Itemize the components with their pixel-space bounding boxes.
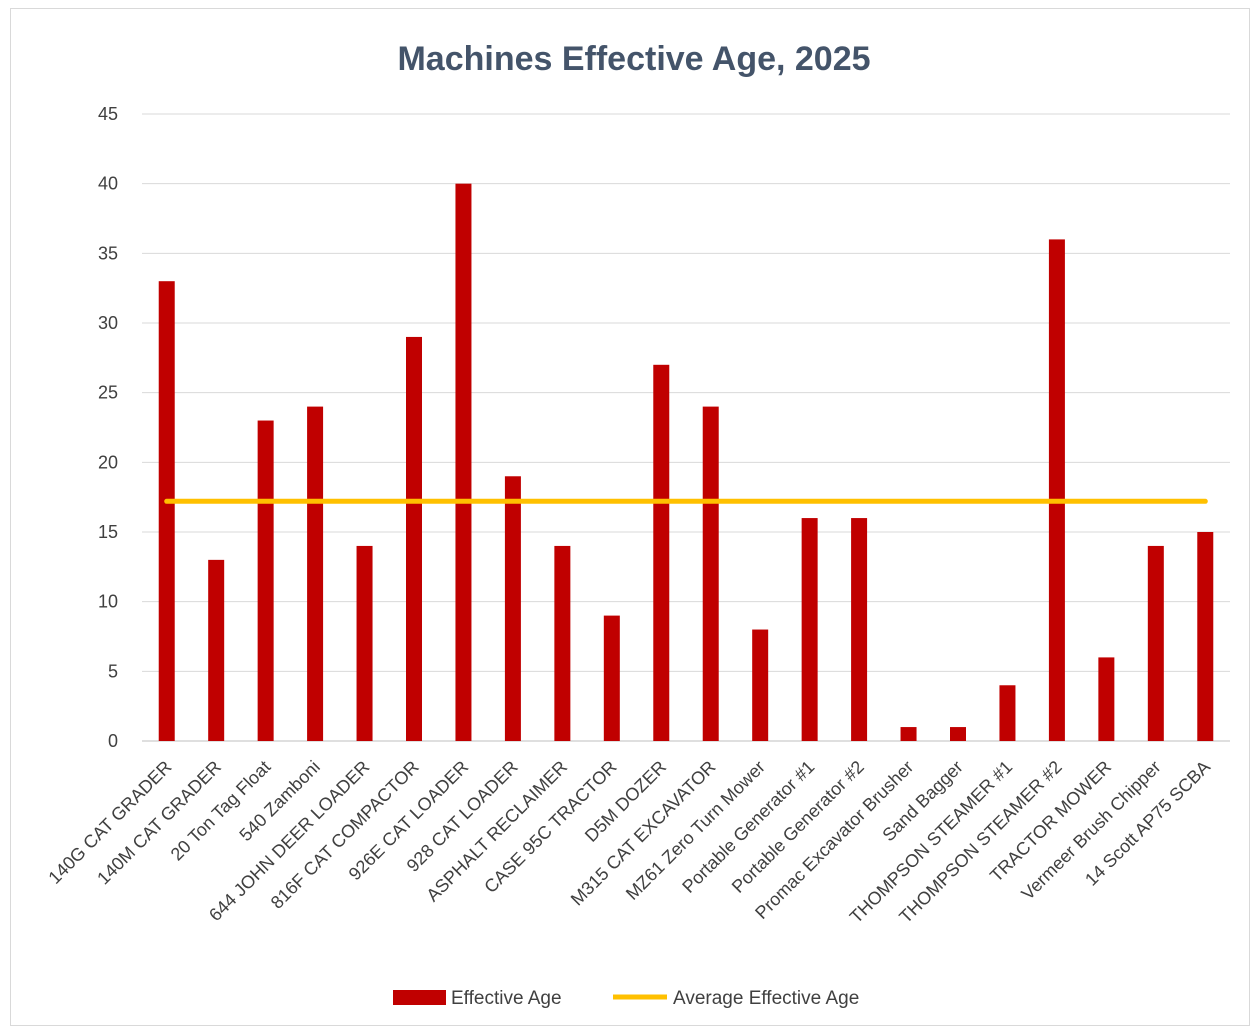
bar (702, 406, 719, 741)
y-tick-label: 5 (108, 661, 118, 681)
bar (999, 685, 1016, 741)
gridlines (142, 113, 1230, 742)
y-tick-label: 45 (98, 104, 118, 124)
y-tick-label: 25 (98, 383, 118, 403)
bar (900, 727, 917, 741)
bar (307, 406, 324, 741)
bar (554, 545, 571, 741)
y-tick-label: 10 (98, 592, 118, 612)
y-tick-label: 30 (98, 313, 118, 333)
legend-swatch-effective-age (393, 990, 446, 1005)
y-tick-label: 0 (108, 731, 118, 751)
bar (455, 183, 472, 741)
y-tick-label: 15 (98, 522, 118, 542)
bar (356, 545, 373, 741)
bar-series (158, 183, 1214, 741)
bar (1147, 545, 1164, 741)
bar (950, 727, 966, 741)
bar (208, 559, 225, 741)
bar (1098, 657, 1115, 741)
y-tick-label: 40 (98, 174, 118, 194)
chart-frame (10, 8, 1250, 1026)
legend: Effective Age Average Effective Age (393, 988, 859, 1009)
bar (752, 629, 769, 741)
bar (1197, 532, 1214, 741)
legend-label-effective-age: Effective Age (451, 988, 562, 1009)
y-tick-label: 35 (98, 243, 118, 263)
bar (851, 518, 868, 741)
bar (257, 420, 274, 741)
bar (603, 615, 620, 741)
bar (406, 336, 422, 741)
y-axis-ticks: 0 5 10 15 20 25 30 35 40 45 (98, 104, 118, 751)
bar (1048, 239, 1065, 741)
legend-label-average-effective-age: Average Effective Age (673, 988, 859, 1009)
bar (158, 281, 175, 741)
bar (653, 364, 670, 741)
bar (801, 518, 818, 741)
chart-title: Machines Effective Age, 2025 (397, 40, 870, 78)
bar (504, 476, 521, 741)
y-tick-label: 20 (98, 452, 118, 472)
